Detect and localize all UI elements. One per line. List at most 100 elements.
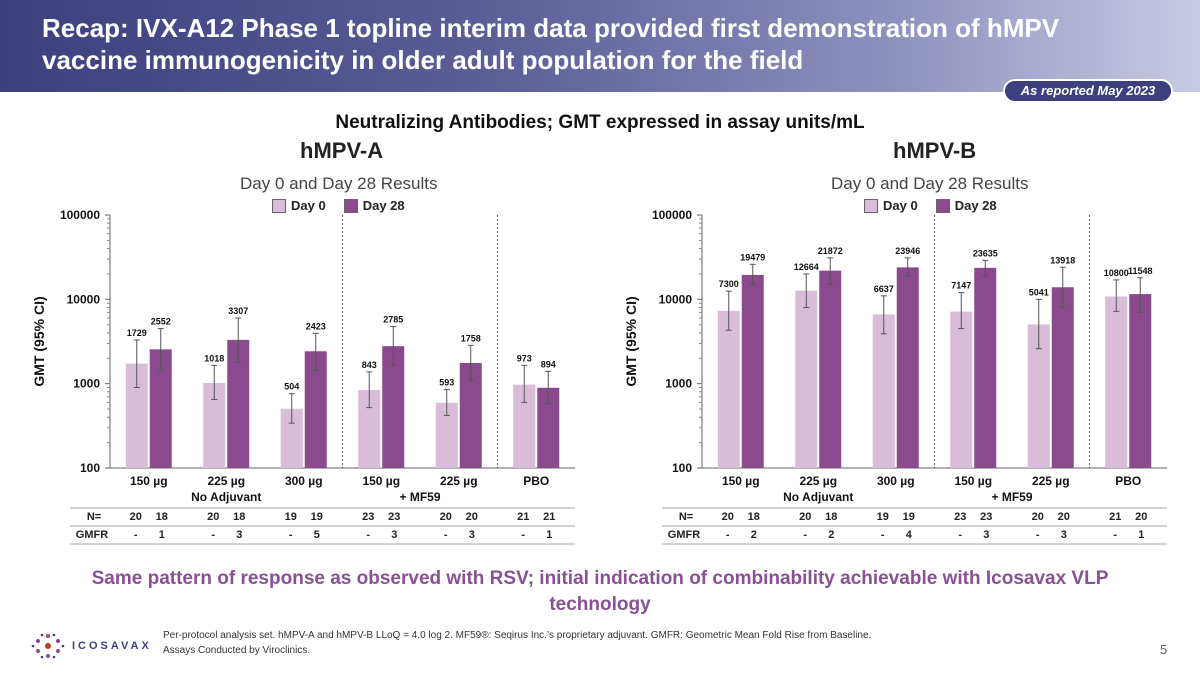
group-label-mf59: + MF59 [991,490,1032,504]
legend-day28-swatch [343,198,358,213]
bar-day0 [280,408,303,468]
data-label-day28: 2552 [151,317,171,327]
bar-day0 [125,363,148,468]
data-label-day0: 7147 [951,281,971,291]
bar-day0 [717,310,740,468]
table-gmfr-day28: 1 [159,529,165,541]
table-n-day28: 23 [980,511,992,523]
table-n-day28: 21 [543,511,555,523]
data-label-day0: 1018 [204,353,224,363]
table-n-label: N= [87,511,101,523]
table-n-day28: 20 [1058,511,1070,523]
table-n-day0: 23 [954,511,966,523]
data-label-day28: 21872 [818,246,843,256]
table-gmfr-day28: 3 [236,529,242,541]
icosavax-logo: ICOSAVAX [30,631,152,661]
table-n-day28: 18 [748,511,760,523]
category-label: 150 µg [362,474,400,488]
legend-day0: Day 0 [864,198,918,213]
y-tick-label: 10000 [659,292,693,306]
bar-day28 [459,363,482,468]
legend-day28-label: Day 28 [954,198,997,213]
y-tick-label: 1000 [665,377,692,391]
table-gmfr-day0: - [211,529,215,541]
data-label-day28: 3307 [228,306,248,316]
table-gmfr-day28: 1 [1138,529,1144,541]
table-n-day0: 20 [130,511,142,523]
data-label-day0: 973 [517,353,532,363]
legend-day28-label: Day 28 [362,198,405,213]
table-n-day0: 23 [362,511,374,523]
y-axis-label: GMT (95% CI) [623,296,639,386]
bar-day0 [358,389,381,468]
data-label-day28: 894 [541,359,556,369]
bar-day28 [741,274,764,468]
table-n-day0: 21 [1109,511,1121,523]
table-gmfr-day0: - [1036,529,1040,541]
legend-day28: Day 28 [935,198,997,213]
footnote-line-2: Assays Conducted by Viroclinics. [163,645,311,656]
bar-day28 [896,267,919,468]
legend-day28-swatch [935,198,950,213]
y-tick-label: 100 [80,461,100,475]
table-n-day28: 20 [1135,511,1147,523]
legend-day0: Day 0 [272,198,326,213]
bar-day0 [1105,296,1128,468]
footnote: Per-protocol analysis set. hMPV-A and hM… [163,628,871,658]
legend-day0-swatch [864,198,878,213]
category-label: 300 µg [877,474,915,488]
table-n-day0: 20 [799,511,811,523]
table-n-day0: 21 [517,511,529,523]
category-label: PBO [523,474,549,488]
table-gmfr-day28: 5 [314,529,320,541]
category-label: 150 µg [954,474,992,488]
y-axis-label: GMT (95% CI) [31,296,47,386]
table-gmfr-day28: 3 [983,529,989,541]
y-tick-label: 100000 [652,208,692,222]
data-label-day0: 12664 [794,262,819,272]
page-number: 5 [1160,642,1168,657]
table-gmfr-day0: - [803,529,807,541]
table-gmfr-label: GMFR [668,529,700,541]
panel-b-title: hMPV-B [893,138,977,163]
data-label-day28: 2423 [306,321,326,331]
category-label: 225 µg [440,474,478,488]
bar-day28 [304,351,327,468]
legend-day0-label: Day 0 [883,198,918,213]
table-gmfr-label: GMFR [76,529,108,541]
bar-day0 [872,314,895,468]
group-label-no-adjuvant: No Adjuvant [191,490,261,504]
data-label-day0: 504 [284,382,299,392]
bar-day28 [1051,287,1074,468]
table-n-day28: 19 [311,511,323,523]
table-n-day0: 20 [722,511,734,523]
bar-day28 [382,346,405,468]
table-gmfr-day0: - [1113,529,1117,541]
bar-day28 [149,349,172,468]
main-title: Neutralizing Antibodies; GMT expressed i… [335,112,865,133]
data-label-day28: 23635 [973,248,998,258]
bar-day0 [435,402,458,468]
panel-b-subtitle: Day 0 and Day 28 Results [831,174,1029,193]
table-gmfr-day0: - [366,529,370,541]
panel-a-title: hMPV-A [300,138,384,163]
data-label-day0: 843 [362,360,377,370]
legend-day0-swatch [272,198,286,213]
table-gmfr-day0: - [726,529,730,541]
hmpv-b-chart: GMT (95% CI) 100 1000 10000 100000 7300 19479 1… [623,208,1167,545]
footnote-line-1: Per-protocol analysis set. hMPV-A and hM… [163,630,872,641]
bar-day0 [203,383,226,468]
table-gmfr-day28: 2 [828,529,834,541]
table-n-day28: 23 [388,511,400,523]
y-tick-label: 100 [672,461,692,475]
data-label-day28: 11548 [1128,266,1153,276]
category-label: 225 µg [799,474,837,488]
bar-day0 [795,290,818,468]
table-gmfr-day0: - [444,529,448,541]
hmpv-a-chart: GMT (95% CI)1001000100001000001729255215… [31,208,575,545]
group-label-mf59: + MF59 [399,490,440,504]
data-label-day0: 10800 [1104,268,1129,278]
category-label: 225 µg [207,474,245,488]
panel-a-subtitle: Day 0 and Day 28 Results [240,174,438,193]
bar-day28 [537,387,560,468]
